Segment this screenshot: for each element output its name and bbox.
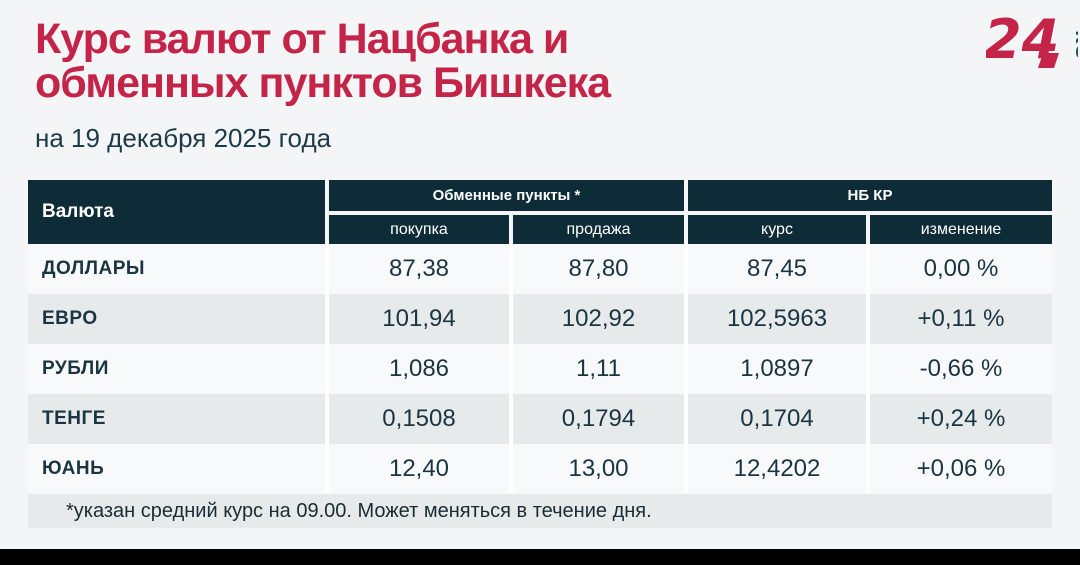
buy-value-cell: 0,1508 [329, 394, 509, 444]
column-group-nbkr: НБ КР [688, 180, 1052, 211]
column-header-rate: курс [688, 215, 866, 244]
title-line-2: обменных пунктов Бишкека [35, 58, 611, 107]
column-header-sell: продажа [513, 215, 684, 244]
rate-value-cell: 87,45 [688, 244, 866, 294]
change-value-cell: +0,06 % [870, 444, 1052, 494]
logo-24kg: 24 KG [986, 8, 1078, 70]
table-row: ЕВРО 101,94 102,92 102,5963 +0,11 % [28, 294, 1052, 344]
sell-value-cell: 13,00 [513, 444, 684, 494]
rate-value-cell: 0,1704 [688, 394, 866, 444]
column-header-buy: покупка [329, 215, 509, 244]
masthead: Курс валют от Нацбанка и обменных пункто… [35, 15, 1045, 154]
change-value-cell: +0,24 % [870, 394, 1052, 444]
table-row: ТЕНГЕ 0,1508 0,1794 0,1704 +0,24 % [28, 394, 1052, 444]
footnote: *указан средний курс на 09.00. Может мен… [28, 494, 1052, 528]
table-row: ЮАНЬ 12,40 13,00 12,4202 +0,06 % [28, 444, 1052, 494]
currency-name-cell: РУБЛИ [28, 344, 325, 394]
change-value-cell: +0,11 % [870, 294, 1052, 344]
column-header-change: изменение [870, 215, 1052, 244]
date-subtitle: на 19 декабря 2025 года [35, 122, 332, 153]
currency-name-cell: ДОЛЛАРЫ [28, 244, 325, 294]
table-row: ДОЛЛАРЫ 87,38 87,80 87,45 0,00 % [28, 244, 1052, 294]
currency-name-cell: ТЕНГЕ [28, 394, 325, 444]
logo-dot-shape [1038, 53, 1059, 68]
logo-kg-text: KG [1071, 30, 1078, 59]
currency-table: Валюта Обменные пункты * НБ КР покупка п… [28, 180, 1052, 528]
table-header: Валюта Обменные пункты * НБ КР покупка п… [28, 180, 1052, 244]
table-body: ДОЛЛАРЫ 87,38 87,80 87,45 0,00 % ЕВРО 10… [28, 244, 1052, 494]
change-value-cell: -0,66 % [870, 344, 1052, 394]
sell-value-cell: 1,11 [513, 344, 684, 394]
rate-value-cell: 12,4202 [688, 444, 866, 494]
bottom-bar [0, 549, 1080, 565]
column-group-exchange-offices: Обменные пункты * [329, 180, 684, 211]
title-line-1: Курс валют от Нацбанка и [35, 15, 569, 63]
sell-value-cell: 0,1794 [513, 394, 684, 444]
buy-value-cell: 101,94 [329, 294, 509, 344]
currency-name-cell: ЕВРО [28, 294, 325, 344]
page-title: Курс валют от Нацбанка и обменных пункто… [35, 15, 1045, 107]
buy-value-cell: 1,086 [329, 344, 509, 394]
change-value-cell: 0,00 % [870, 244, 1052, 294]
sell-value-cell: 87,80 [513, 244, 684, 294]
column-header-currency: Валюта [28, 180, 325, 244]
rate-value-cell: 102,5963 [688, 294, 866, 344]
table-row: РУБЛИ 1,086 1,11 1,0897 -0,66 % [28, 344, 1052, 394]
currency-name-cell: ЮАНЬ [28, 444, 325, 494]
buy-value-cell: 12,40 [329, 444, 509, 494]
rate-value-cell: 1,0897 [688, 344, 866, 394]
buy-value-cell: 87,38 [329, 244, 509, 294]
sell-value-cell: 102,92 [513, 294, 684, 344]
